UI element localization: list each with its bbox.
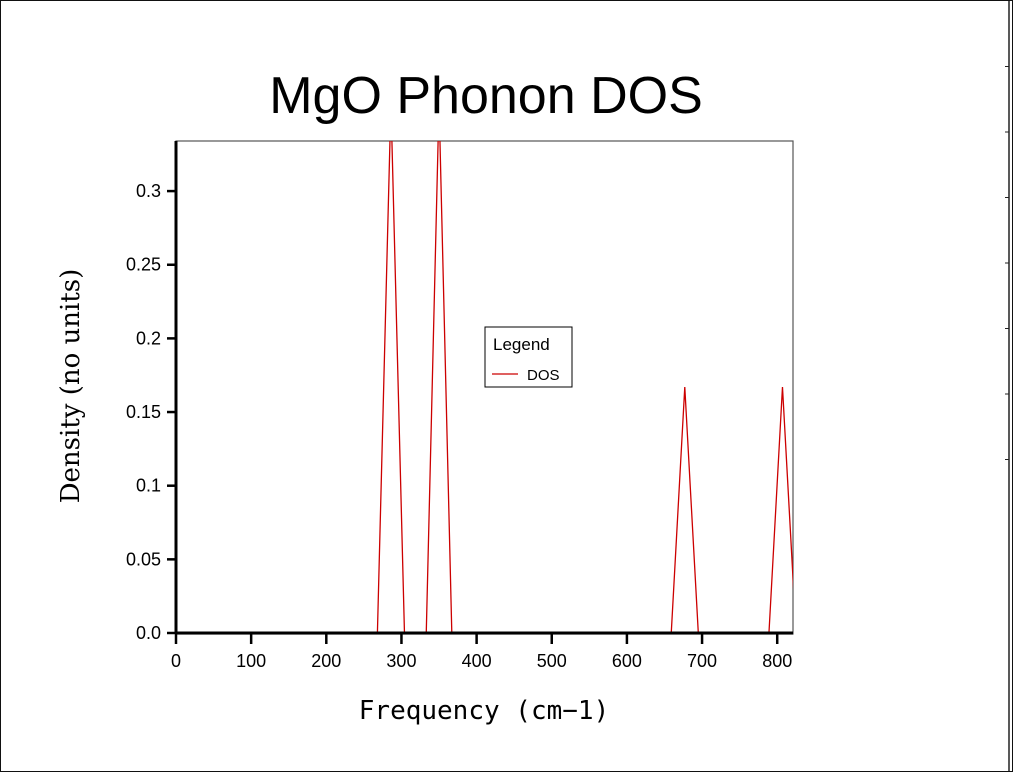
x-tick-label: 800 bbox=[762, 651, 792, 671]
legend: Legend DOS bbox=[484, 326, 573, 388]
x-tick-label: 0 bbox=[171, 651, 181, 671]
x-tick-label: 100 bbox=[236, 651, 266, 671]
y-axis-label: Density (no units) bbox=[56, 269, 86, 504]
y-tick-label: 0.2 bbox=[136, 328, 161, 348]
x-tick-label: 500 bbox=[537, 651, 567, 671]
legend-entry-dos: DOS bbox=[527, 367, 560, 384]
legend-box bbox=[484, 326, 573, 388]
x-tick-label: 400 bbox=[462, 651, 492, 671]
legend-title: Legend bbox=[493, 335, 550, 354]
y-tick-label: 0.15 bbox=[126, 402, 161, 422]
chart-title: MgO Phonon DOS bbox=[269, 67, 703, 125]
y-tick-label: 0.1 bbox=[136, 476, 161, 496]
x-tick-label: 200 bbox=[311, 651, 341, 671]
x-tick-label: 300 bbox=[386, 651, 416, 671]
y-tick-label: 0.25 bbox=[126, 255, 161, 275]
y-tick-label: 0.0 bbox=[136, 623, 161, 643]
y-tick-label: 0.3 bbox=[136, 181, 161, 201]
x-tick-label: 700 bbox=[687, 651, 717, 671]
x-axis-label: Frequency (cm−1) bbox=[359, 696, 609, 726]
y-tick-label: 0.05 bbox=[126, 549, 161, 569]
x-tick-label: 600 bbox=[612, 651, 642, 671]
